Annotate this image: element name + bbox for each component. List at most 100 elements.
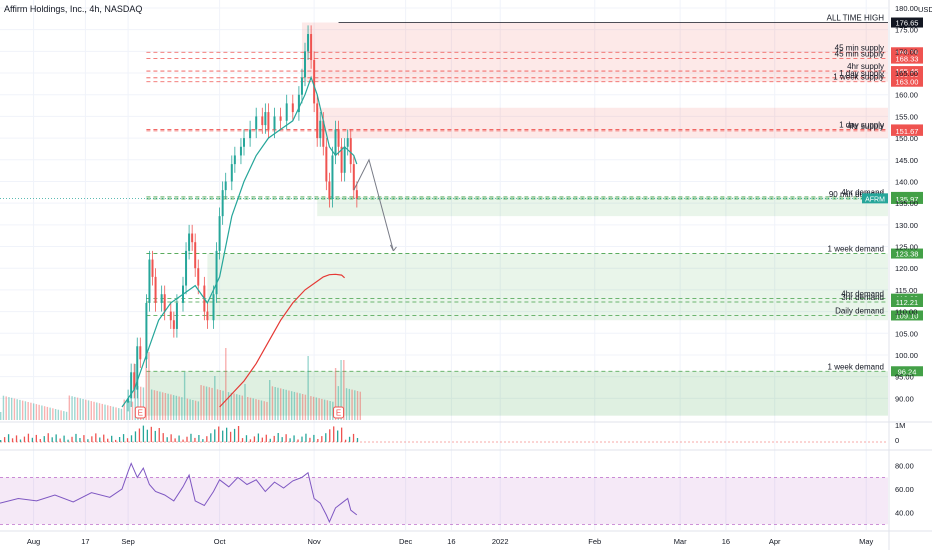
- macd-bar: [95, 433, 97, 442]
- price-marker: [891, 248, 923, 259]
- volume-bar: [301, 394, 304, 420]
- time-tick-label: May: [859, 537, 873, 546]
- macd-bar: [59, 438, 61, 442]
- volume-bar: [5, 396, 7, 420]
- macd-bar: [75, 433, 77, 442]
- price-tick-label: 155.00: [895, 112, 918, 121]
- volume-bar: [10, 397, 13, 420]
- macd-bar: [313, 434, 315, 442]
- volume-bar: [208, 387, 211, 420]
- macd-bar: [63, 435, 65, 442]
- macd-bar: [111, 435, 113, 442]
- time-tick-label: 16: [447, 537, 455, 546]
- macd-bar: [126, 438, 129, 442]
- price-tick-label: 135.00: [895, 199, 918, 208]
- macd-bar: [198, 435, 200, 442]
- candle-body: [197, 268, 200, 286]
- time-tick-label: Apr: [769, 537, 781, 546]
- level-label: Daily demand: [835, 306, 884, 315]
- volume-bar: [263, 401, 265, 420]
- volume-bar: [87, 400, 90, 420]
- volume-bar: [120, 408, 123, 420]
- level-label: 1 day supply: [839, 69, 884, 78]
- projection-path: [353, 158, 394, 252]
- price-marker: [891, 296, 923, 307]
- candle-body: [145, 302, 148, 360]
- volume-bar: [134, 364, 136, 420]
- projection-arrowhead: [390, 244, 397, 252]
- macd-bar: [158, 428, 160, 442]
- volume-bar: [318, 398, 320, 420]
- grid-lines: [0, 0, 888, 530]
- candle-body: [334, 129, 337, 156]
- candle-body: [148, 259, 151, 303]
- candle-body: [285, 103, 288, 121]
- candle-body: [212, 294, 215, 321]
- macd-bar: [281, 437, 283, 442]
- macd-bar: [138, 428, 141, 442]
- volume-bar: [323, 399, 326, 420]
- candle-body: [255, 116, 258, 130]
- candle-body: [230, 164, 233, 182]
- macd-bar: [83, 435, 85, 442]
- macd-bar: [91, 436, 93, 442]
- demand-zone: [146, 371, 888, 416]
- macd-bar: [0, 440, 2, 442]
- volume-bar: [164, 393, 167, 420]
- candle-body: [264, 112, 267, 126]
- volume-bar: [131, 401, 134, 420]
- macd-bar: [114, 439, 117, 442]
- volume-bar: [63, 411, 65, 420]
- price-marker-label: 169.79: [896, 48, 919, 57]
- macd-bar: [122, 434, 125, 442]
- volume-bar: [312, 396, 315, 420]
- volume-bar: [71, 396, 73, 420]
- volume-bar: [126, 400, 128, 420]
- price-tick-label: 100.00: [895, 351, 918, 360]
- volume-bar: [183, 372, 186, 420]
- macd-bar: [15, 435, 18, 442]
- candle-body: [346, 138, 349, 147]
- macd-bar: [333, 426, 335, 442]
- candle-body: [307, 34, 310, 52]
- volume-bar: [104, 404, 106, 420]
- volume-bar: [74, 396, 76, 420]
- price-axis[interactable]: 176.65169.79168.33165.46163.90163.00152.…: [862, 0, 932, 550]
- macd-bar: [265, 434, 267, 442]
- macd-bar: [356, 438, 359, 442]
- candle-body: [133, 372, 136, 390]
- candle-body: [233, 155, 236, 165]
- candle-body: [163, 294, 166, 312]
- volume-bar: [340, 360, 342, 420]
- macd-bar: [39, 439, 41, 442]
- volume-bar: [326, 400, 329, 420]
- candle-body: [139, 346, 142, 360]
- volume-bar: [52, 408, 54, 420]
- volume-bar: [178, 396, 180, 420]
- price-tick-label: 105.00: [895, 329, 918, 338]
- volume-bar: [203, 385, 205, 420]
- macd-bar: [118, 437, 121, 442]
- volume-bar: [260, 400, 263, 420]
- macd-bar: [99, 437, 101, 442]
- candle-body: [151, 259, 154, 277]
- chart-title: Affirm Holdings, Inc., 4h, NASDAQ: [4, 4, 143, 14]
- volume-bar: [343, 360, 345, 420]
- volume-bar: [19, 399, 21, 420]
- level-label: 4hr supply: [847, 122, 884, 131]
- volume-bar: [129, 400, 131, 420]
- volume-bar: [57, 409, 60, 420]
- macd-bar: [249, 439, 252, 442]
- macd-bar: [257, 433, 260, 442]
- macd-bar: [233, 428, 236, 442]
- volume-bar: [96, 402, 98, 420]
- time-axis[interactable]: Aug 17 Sep Oct Nov Dec 16 2022 Feb Mar 16 Apr May: [27, 537, 874, 546]
- volume-bar: [85, 399, 87, 420]
- macd-bar: [150, 426, 152, 442]
- level-label: 45 min supply: [835, 50, 884, 59]
- macd-bar: [55, 434, 57, 442]
- volume-bar: [247, 397, 249, 420]
- volume-bar: [13, 398, 16, 420]
